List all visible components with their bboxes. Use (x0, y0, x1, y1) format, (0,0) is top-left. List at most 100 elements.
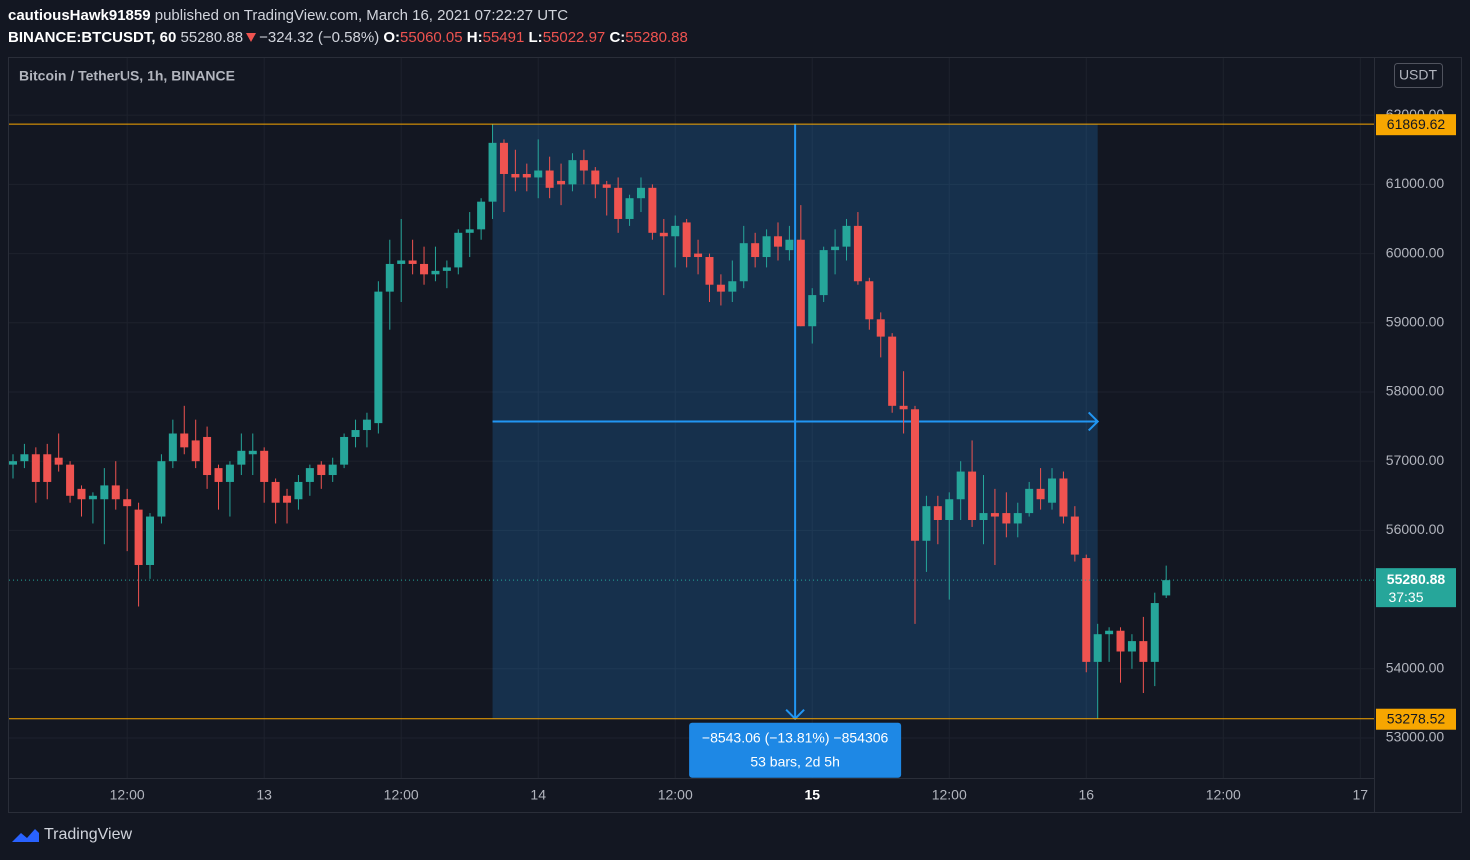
candle-body (271, 481, 280, 503)
header: cautiousHawk91859 published on TradingVi… (8, 5, 688, 49)
last-price-box (1376, 568, 1456, 608)
candle-body (54, 457, 63, 465)
candle-body (682, 222, 691, 258)
y-tick-label: 56000.00 (1386, 521, 1445, 537)
x-tick-label: 12:00 (384, 787, 419, 803)
candle-body (933, 506, 942, 521)
candle-body (671, 225, 680, 237)
symbol: BINANCE:BTCUSDT, 60 (8, 29, 177, 46)
y-tick-label: 54000.00 (1386, 659, 1445, 675)
candle-body (20, 454, 29, 462)
y-tick-label: 61000.00 (1386, 175, 1445, 191)
candle-body (636, 187, 645, 199)
candle-body (1082, 558, 1091, 662)
y-tick-label: 57000.00 (1386, 452, 1445, 468)
measure-line-2: 53 bars, 2d 5h (750, 753, 840, 769)
header-line-2: BINANCE:BTCUSDT, 60 55280.88 −324.32 (−0.… (8, 27, 688, 49)
candle-body (111, 485, 120, 500)
candle-body (203, 436, 212, 476)
measure-line-1: −8543.06 (−13.81%) −854306 (702, 729, 889, 745)
level-label: 61869.62 (1387, 116, 1446, 132)
candle-body (283, 495, 292, 503)
candle-body (8, 461, 17, 465)
candle-body (911, 409, 920, 541)
candle-body (294, 481, 303, 500)
candle-body (397, 260, 406, 264)
candle-body (168, 433, 177, 462)
x-tick-label: 13 (256, 787, 272, 803)
candle-body (43, 454, 52, 482)
x-tick-label: 12:00 (658, 787, 693, 803)
candle-body (374, 291, 383, 424)
candle-body (385, 263, 394, 292)
candle-body (511, 173, 520, 178)
c-value: 55280.88 (625, 29, 688, 46)
last-price: 55280.88 (180, 29, 244, 46)
candle-body (191, 440, 200, 462)
candle-body (899, 405, 908, 410)
candle-body (1013, 513, 1022, 524)
frame (8, 57, 1462, 813)
y-tick-label: 58000.00 (1386, 383, 1445, 399)
candle-body (705, 257, 714, 285)
candle-body (31, 454, 40, 482)
candle-body (1162, 580, 1171, 596)
candle-body (956, 471, 965, 500)
candle-body (922, 506, 931, 541)
h-value: 55491 (482, 29, 525, 46)
candle-body (979, 513, 988, 521)
candle-body (317, 464, 326, 476)
h-label: H: (466, 29, 483, 46)
candle-body (1002, 513, 1011, 524)
header-line-1: cautiousHawk91859 published on TradingVi… (8, 5, 688, 27)
candle-body (1036, 488, 1045, 500)
candle-body (180, 433, 189, 448)
candle-body (146, 516, 155, 565)
candle-body (625, 198, 634, 219)
level-label-box (1376, 708, 1456, 730)
candle-body (819, 250, 828, 296)
candle-body (694, 253, 703, 258)
c-label: C: (609, 29, 626, 46)
candle-body (545, 170, 554, 188)
change: −324.32 (−0.58%) (259, 29, 380, 46)
candle-body (853, 225, 862, 282)
currency-button[interactable] (1394, 63, 1443, 88)
candle-body (968, 471, 977, 521)
candle-body (465, 229, 474, 233)
candle-body (408, 260, 417, 264)
candle-body (77, 488, 86, 500)
x-tick-label: 16 (1078, 787, 1094, 803)
y-tick-label: 53000.00 (1386, 729, 1445, 745)
candle-body (716, 284, 725, 292)
candle-body (1116, 630, 1125, 652)
candle-body (237, 450, 246, 465)
candle-body (831, 246, 840, 251)
candle-body (796, 239, 805, 327)
candle-body (1105, 630, 1114, 635)
measure-box (689, 722, 902, 778)
candle-body (773, 236, 782, 247)
currency[interactable]: USDT (1399, 67, 1438, 83)
candle-body (123, 499, 132, 507)
countdown: 37:35 (1388, 589, 1423, 605)
logo-text: TradingView (44, 826, 133, 843)
candle-body (842, 225, 851, 247)
candle-body (762, 236, 771, 258)
candle-body (248, 450, 257, 455)
candle-body (728, 281, 737, 292)
candle-body (1025, 488, 1034, 514)
candle-body (66, 464, 75, 496)
candle-body (522, 173, 531, 178)
candle-body (945, 499, 954, 521)
candle-body (888, 336, 897, 406)
x-tick-label: 15 (804, 787, 820, 803)
candle-body (477, 201, 486, 230)
candle-body (751, 243, 760, 258)
candle-body (260, 450, 269, 482)
candle-body (1139, 641, 1148, 662)
candle-body (442, 267, 451, 271)
candle-body (591, 170, 600, 185)
x-tick-label: 12:00 (932, 787, 967, 803)
